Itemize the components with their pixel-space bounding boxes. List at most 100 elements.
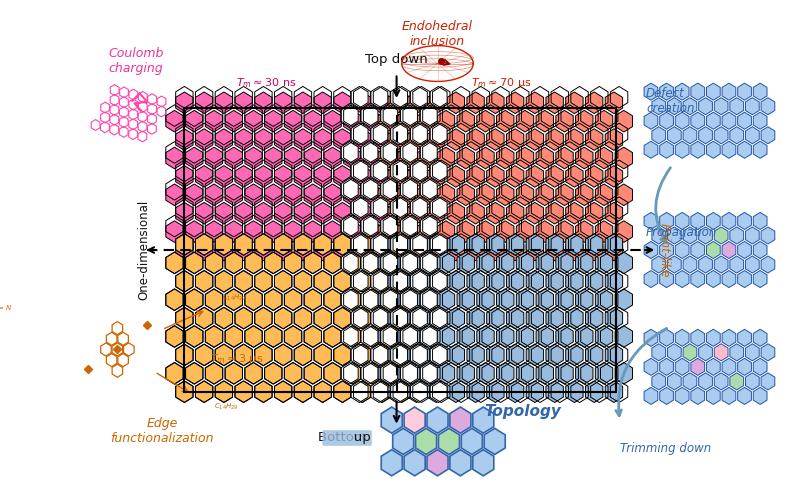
Polygon shape bbox=[400, 289, 418, 310]
Polygon shape bbox=[383, 252, 401, 274]
Polygon shape bbox=[575, 326, 593, 347]
Polygon shape bbox=[370, 124, 388, 145]
Polygon shape bbox=[566, 129, 583, 150]
Polygon shape bbox=[644, 270, 658, 287]
Polygon shape bbox=[427, 381, 445, 402]
Polygon shape bbox=[354, 344, 371, 366]
Polygon shape bbox=[536, 252, 554, 274]
Polygon shape bbox=[575, 289, 593, 310]
Polygon shape bbox=[586, 308, 603, 329]
Polygon shape bbox=[536, 289, 554, 310]
Polygon shape bbox=[754, 388, 767, 404]
Polygon shape bbox=[235, 202, 252, 224]
Polygon shape bbox=[477, 110, 494, 132]
Polygon shape bbox=[398, 184, 415, 206]
Polygon shape bbox=[374, 270, 390, 292]
Polygon shape bbox=[566, 202, 583, 224]
Polygon shape bbox=[245, 362, 262, 384]
Polygon shape bbox=[566, 239, 583, 261]
Polygon shape bbox=[176, 202, 193, 224]
Polygon shape bbox=[486, 92, 504, 114]
Polygon shape bbox=[304, 147, 322, 169]
Polygon shape bbox=[383, 289, 401, 310]
Polygon shape bbox=[324, 326, 342, 347]
Polygon shape bbox=[265, 289, 282, 310]
Polygon shape bbox=[667, 126, 682, 144]
Polygon shape bbox=[738, 83, 751, 100]
Polygon shape bbox=[698, 98, 713, 114]
Polygon shape bbox=[430, 124, 447, 145]
Polygon shape bbox=[615, 221, 633, 242]
Polygon shape bbox=[698, 373, 713, 390]
Polygon shape bbox=[486, 381, 504, 402]
Polygon shape bbox=[284, 110, 302, 132]
Polygon shape bbox=[606, 92, 622, 114]
Polygon shape bbox=[667, 373, 682, 390]
Polygon shape bbox=[265, 252, 282, 274]
Polygon shape bbox=[284, 147, 302, 169]
Polygon shape bbox=[467, 344, 484, 366]
Polygon shape bbox=[378, 289, 395, 310]
Polygon shape bbox=[606, 381, 622, 402]
Polygon shape bbox=[706, 212, 720, 230]
Polygon shape bbox=[284, 221, 302, 242]
Polygon shape bbox=[652, 344, 666, 361]
Polygon shape bbox=[245, 326, 262, 347]
Polygon shape bbox=[526, 381, 543, 402]
Polygon shape bbox=[722, 242, 736, 258]
Polygon shape bbox=[393, 428, 414, 454]
Polygon shape bbox=[324, 289, 342, 310]
Polygon shape bbox=[467, 239, 484, 261]
Polygon shape bbox=[761, 227, 775, 244]
Polygon shape bbox=[484, 428, 506, 454]
Text: Point-like: Point-like bbox=[658, 223, 671, 277]
Text: Topology: Topology bbox=[485, 404, 562, 419]
Polygon shape bbox=[215, 202, 233, 224]
Polygon shape bbox=[254, 239, 272, 261]
Polygon shape bbox=[294, 344, 312, 366]
Polygon shape bbox=[754, 358, 767, 376]
Polygon shape bbox=[467, 129, 484, 150]
Polygon shape bbox=[393, 166, 410, 187]
Polygon shape bbox=[388, 270, 406, 292]
Polygon shape bbox=[350, 381, 368, 402]
Polygon shape bbox=[595, 362, 613, 384]
Polygon shape bbox=[467, 270, 484, 292]
Polygon shape bbox=[176, 270, 193, 292]
Polygon shape bbox=[660, 112, 674, 129]
Polygon shape bbox=[235, 344, 252, 366]
Polygon shape bbox=[457, 289, 474, 310]
Polygon shape bbox=[225, 252, 242, 274]
Polygon shape bbox=[526, 308, 543, 329]
Polygon shape bbox=[457, 147, 474, 169]
Polygon shape bbox=[447, 344, 465, 366]
Polygon shape bbox=[354, 308, 371, 329]
Polygon shape bbox=[447, 381, 465, 402]
Polygon shape bbox=[393, 92, 410, 114]
Polygon shape bbox=[383, 147, 401, 169]
Polygon shape bbox=[215, 92, 233, 114]
Polygon shape bbox=[477, 252, 494, 274]
Polygon shape bbox=[206, 184, 222, 206]
Text: Propagation: Propagation bbox=[646, 226, 718, 239]
Polygon shape bbox=[388, 308, 406, 329]
Polygon shape bbox=[447, 92, 465, 114]
Polygon shape bbox=[418, 110, 435, 132]
Polygon shape bbox=[235, 129, 252, 150]
Polygon shape bbox=[606, 239, 622, 261]
Polygon shape bbox=[447, 308, 465, 329]
Polygon shape bbox=[746, 126, 759, 144]
Polygon shape bbox=[206, 362, 222, 384]
Polygon shape bbox=[418, 252, 435, 274]
Polygon shape bbox=[215, 129, 233, 150]
Polygon shape bbox=[667, 256, 682, 273]
Polygon shape bbox=[334, 308, 351, 329]
Polygon shape bbox=[497, 184, 514, 206]
Polygon shape bbox=[738, 270, 751, 287]
Polygon shape bbox=[350, 344, 368, 366]
Polygon shape bbox=[388, 234, 406, 256]
Polygon shape bbox=[390, 234, 407, 256]
Polygon shape bbox=[450, 407, 471, 433]
Polygon shape bbox=[606, 234, 622, 256]
Polygon shape bbox=[516, 184, 534, 206]
